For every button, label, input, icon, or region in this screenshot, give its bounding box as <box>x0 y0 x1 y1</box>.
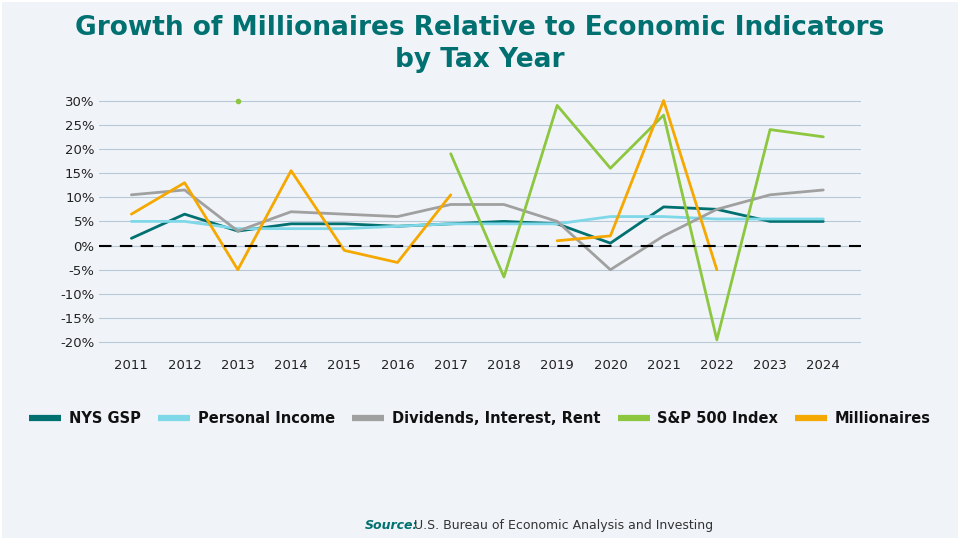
Title: Growth of Millionaires Relative to Economic Indicators
by Tax Year: Growth of Millionaires Relative to Econo… <box>76 15 884 73</box>
Legend: NYS GSP, Personal Income, Dividends, Interest, Rent, S&P 500 Index, Millionaires: NYS GSP, Personal Income, Dividends, Int… <box>24 405 936 431</box>
Text: Source:: Source: <box>365 519 419 532</box>
Text: U.S. Bureau of Economic Analysis and Investing: U.S. Bureau of Economic Analysis and Inv… <box>410 519 713 532</box>
